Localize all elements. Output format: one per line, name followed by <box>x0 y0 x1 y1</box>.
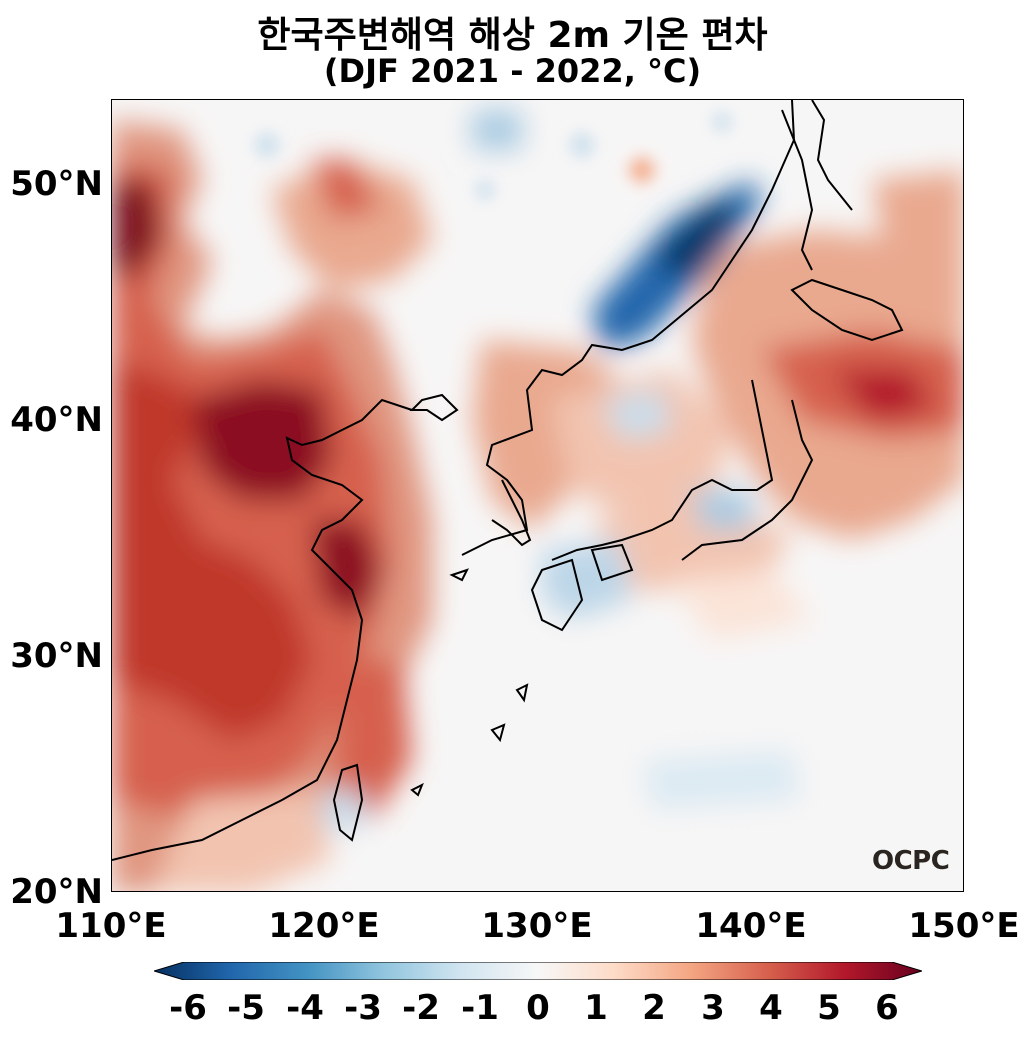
x-tick-150E: 150°E <box>908 906 1020 946</box>
y-tick-30N: 30°N <box>10 636 103 676</box>
cbar-tick--5: -5 <box>227 988 265 1028</box>
cbar-tick-1: 1 <box>584 988 608 1028</box>
x-tick-110E: 110°E <box>55 906 167 946</box>
cbar-tick--2: -2 <box>402 988 440 1028</box>
anomaly-map: OCPC <box>111 99 964 892</box>
cbar-tick--1: -1 <box>461 988 499 1028</box>
cbar-tick-0: 0 <box>526 988 550 1028</box>
cbar-tick-5: 5 <box>817 988 841 1028</box>
title-line-1: 한국주변해역 해상 2m 기온 편차 <box>257 15 768 56</box>
x-tick-120E: 120°E <box>268 906 380 946</box>
cbar-tick-4: 4 <box>759 988 783 1028</box>
cbar-tick-2: 2 <box>642 988 666 1028</box>
y-tick-50N: 50°N <box>10 164 103 204</box>
y-tick-40N: 40°N <box>10 400 103 440</box>
y-tick-20N: 20°N <box>10 872 103 912</box>
anomaly-spots <box>252 110 734 202</box>
colorbar <box>154 962 922 980</box>
map-svg <box>112 100 963 891</box>
cbar-tick--4: -4 <box>286 988 324 1028</box>
cbar-tick-6: 6 <box>875 988 899 1028</box>
cbar-tick--3: -3 <box>344 988 382 1028</box>
anomaly-field <box>112 110 963 891</box>
x-tick-140E: 140°E <box>695 906 807 946</box>
title-line-2: (DJF 2021 - 2022, °C) <box>323 52 702 90</box>
cbar-tick-3: 3 <box>701 988 725 1028</box>
x-tick-130E: 130°E <box>481 906 593 946</box>
ocpc-logo: OCPC <box>872 846 950 876</box>
cbar-tick--6: -6 <box>169 988 207 1028</box>
coastlines <box>112 100 904 861</box>
